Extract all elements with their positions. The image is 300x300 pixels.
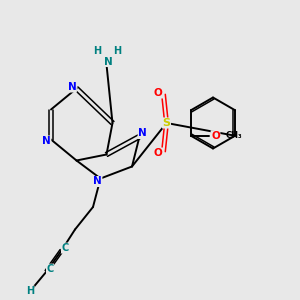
Text: CH₃: CH₃	[225, 131, 242, 140]
Text: H: H	[26, 286, 34, 296]
Text: N: N	[68, 82, 76, 92]
Text: C: C	[61, 243, 69, 253]
Text: N: N	[42, 136, 51, 146]
Text: O: O	[154, 88, 163, 98]
Text: N: N	[103, 56, 112, 67]
Text: O: O	[211, 131, 220, 141]
Text: H: H	[113, 46, 121, 56]
Text: N: N	[93, 176, 102, 187]
Text: S: S	[163, 118, 170, 128]
Text: N: N	[138, 128, 147, 139]
Text: C: C	[46, 264, 54, 274]
Text: O: O	[154, 148, 163, 158]
Text: H: H	[93, 46, 102, 56]
